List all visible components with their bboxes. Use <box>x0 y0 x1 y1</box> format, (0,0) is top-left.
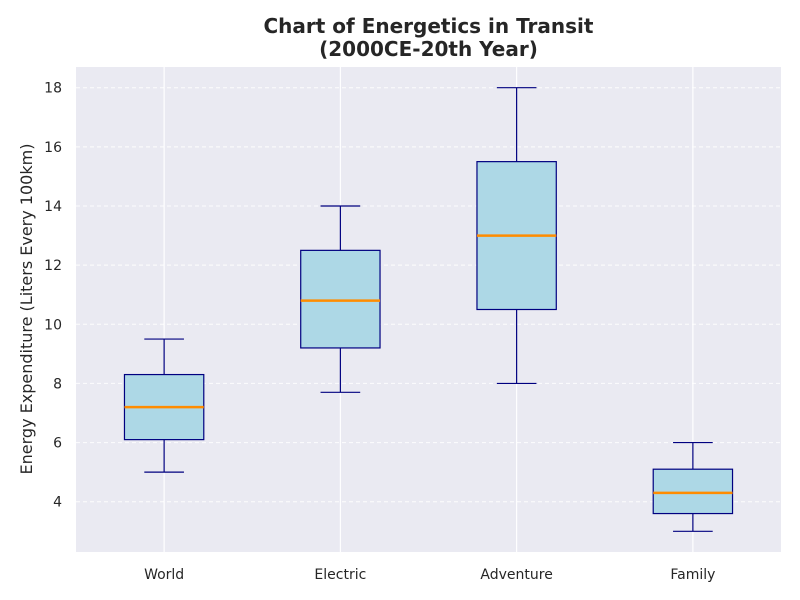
box-adventure <box>476 87 557 385</box>
box-body <box>300 249 381 349</box>
x-tick-label: Electric <box>314 567 366 583</box>
box-family <box>652 441 734 532</box>
y-tick-label: 4 <box>53 495 62 511</box>
box-electric <box>300 205 381 393</box>
y-tick-label: 16 <box>44 140 62 156</box>
box-world <box>123 338 205 473</box>
chart-title-line-2: (2000CE-20th Year) <box>319 37 538 61</box>
x-tick-label: Family <box>670 567 715 583</box>
boxes <box>123 87 734 532</box>
y-tick-label: 12 <box>44 258 62 274</box>
y-tick-label: 8 <box>53 376 62 392</box>
tick-labels: 4 6 8 10 12 14 16 18 World Electric Adventure Famil… <box>44 81 715 583</box>
chart-title: Chart of Energetics in Transit (2000CE-2… <box>76 15 781 61</box>
x-tick-label: World <box>144 567 184 583</box>
y-tick-label: 14 <box>44 199 62 215</box>
box-body <box>652 468 734 515</box>
chart-title-line-1: Chart of Energetics in Transit <box>263 14 594 38</box>
y-tick-label: 18 <box>44 81 62 97</box>
y-axis-label: Energy Expenditure (Liters Every 100km) <box>17 144 36 475</box>
y-tick-label: 6 <box>53 436 62 452</box>
y-tick-label: 10 <box>44 317 62 333</box>
x-tick-label: Adventure <box>480 567 552 583</box>
